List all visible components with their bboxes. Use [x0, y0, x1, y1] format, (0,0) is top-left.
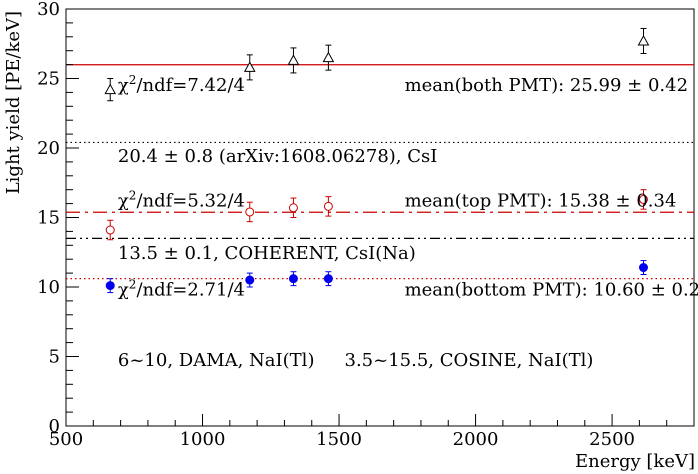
y-tick-label: 30 — [37, 0, 60, 20]
data-point — [245, 207, 255, 217]
annotation-chi-top: χ2/ndf=5.32/4 — [118, 188, 245, 211]
x-axis-label: Energy [keV] — [575, 451, 695, 472]
x-tick-label: 1500 — [316, 429, 362, 450]
annotation-mean-both: mean(both PMT): 25.99 ± 0.42 — [405, 75, 688, 96]
data-point — [638, 194, 648, 204]
annotation-cosine: 3.5~15.5, COSINE, NaI(Tl) — [345, 350, 594, 371]
annotation-chi-bottom: χ2/ndf=2.71/4 — [118, 277, 245, 300]
axis-ticks: 500 1000 1500 2000 2500 0 5 10 15 20 25 30 — [37, 0, 695, 450]
y-axis-label: Light yield [PE/keV] — [3, 11, 24, 194]
reference-lines — [66, 64, 694, 280]
data-point — [287, 54, 300, 65]
data-point — [637, 34, 650, 46]
annotation-dama: 6~10, DAMA, NaI(Tl) — [118, 350, 315, 371]
y-tick-label: 20 — [37, 138, 60, 159]
data-point — [288, 274, 298, 284]
data-point — [105, 225, 115, 235]
annotation-arxiv: 20.4 ± 0.8 (arXiv:1608.06278), CsI — [118, 146, 438, 167]
annotations: χ2/ndf=7.42/4 mean(both PMT): 25.99 ± 0.4… — [118, 73, 698, 371]
y-tick-label: 0 — [49, 416, 60, 437]
annotation-coherent: 13.5 ± 0.1, COHERENT, CsI(Na) — [118, 243, 416, 264]
x-tick-label: 1000 — [180, 429, 226, 450]
data-point — [638, 263, 648, 273]
x-tick-label: 500 — [49, 429, 83, 450]
data-point — [104, 83, 117, 95]
data-point — [245, 275, 255, 285]
y-tick-label: 15 — [37, 208, 60, 229]
x-tick-label: 2000 — [453, 429, 499, 450]
y-tick-label: 10 — [37, 277, 60, 298]
y-tick-label: 25 — [37, 69, 60, 90]
data-point — [105, 281, 115, 291]
annotation-mean-bottom: mean(bottom PMT): 10.60 ± 0.24 — [405, 279, 698, 300]
data-point — [323, 201, 333, 211]
y-tick-label: 5 — [49, 347, 60, 368]
x-tick-label: 2500 — [589, 429, 635, 450]
annotation-chi-both: χ2/ndf=7.42/4 — [118, 73, 245, 96]
data-point — [323, 274, 333, 284]
data-point — [288, 203, 298, 213]
annotation-mean-top: mean(top PMT): 15.38 ± 0.34 — [405, 190, 677, 211]
data-series — [104, 27, 650, 294]
data-point — [243, 61, 256, 72]
data-point — [322, 51, 335, 63]
